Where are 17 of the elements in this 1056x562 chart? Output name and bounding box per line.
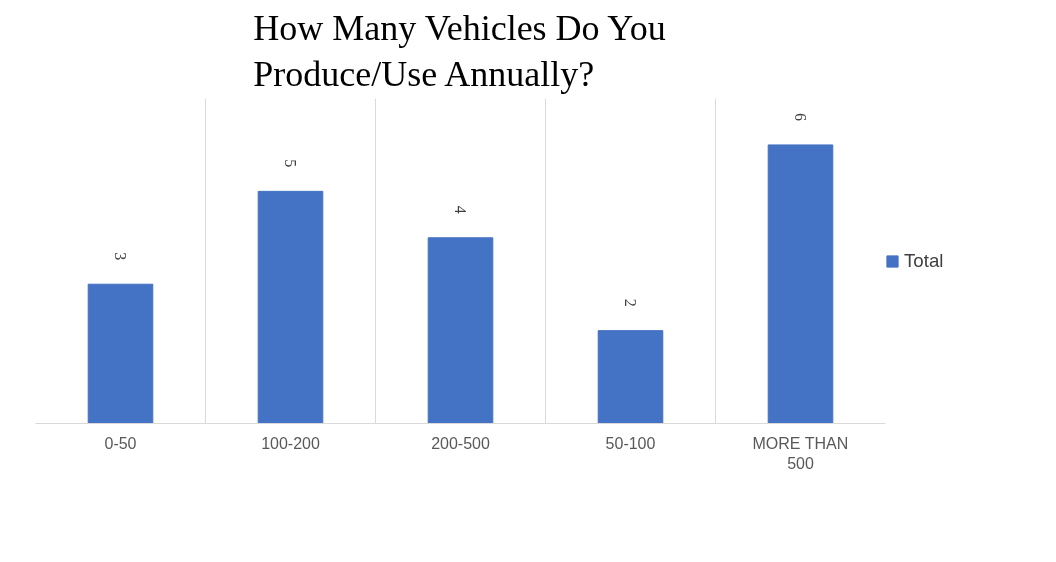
legend-label: Total <box>904 249 944 272</box>
bar <box>257 190 324 424</box>
bar <box>87 283 154 424</box>
bar <box>427 237 494 424</box>
data-label: 5 <box>281 159 299 168</box>
data-label: 2 <box>621 298 639 307</box>
data-label: 3 <box>111 252 129 261</box>
chart-title: How Many Vehicles Do You Produce/Use Annually? <box>253 7 666 94</box>
x-tick-label: 50-100 <box>605 434 656 452</box>
x-tick-label: 0-50 <box>104 434 137 452</box>
bar <box>767 144 834 424</box>
data-label: 6 <box>791 112 809 121</box>
bar <box>597 330 664 424</box>
x-tick-label: MORE THAN 500 <box>752 434 849 472</box>
x-tick-label: 100-200 <box>261 434 320 452</box>
x-tick-label: 200-500 <box>431 434 490 452</box>
data-label: 4 <box>451 205 469 214</box>
